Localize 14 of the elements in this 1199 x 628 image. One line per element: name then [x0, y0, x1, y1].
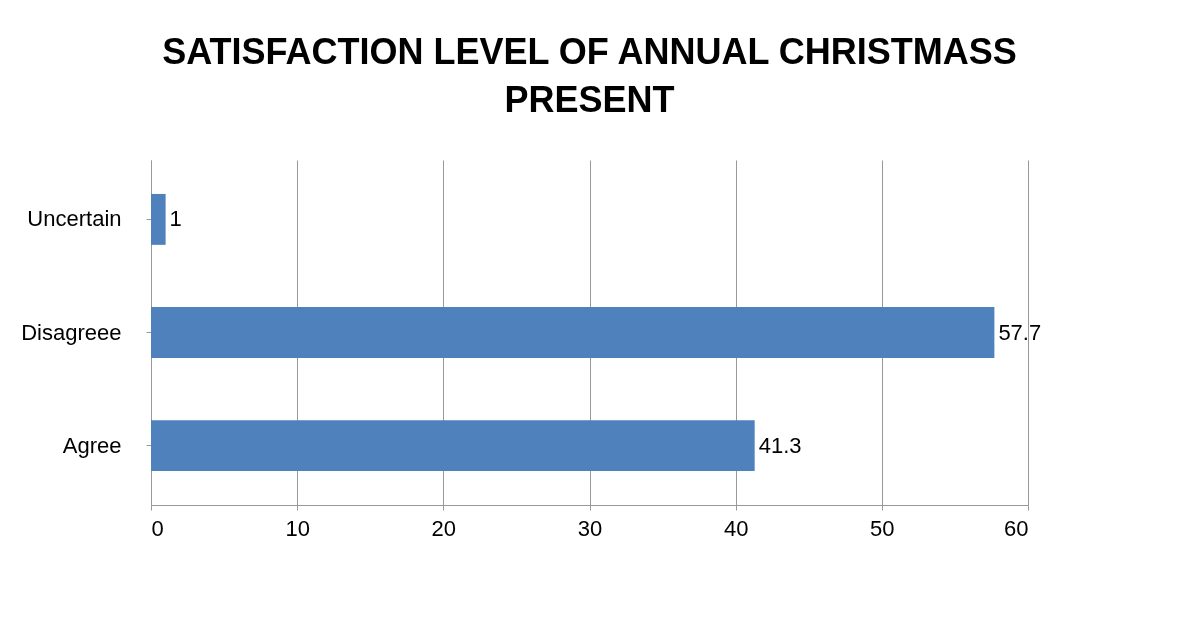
x-tick-label: 20 — [431, 515, 457, 541]
x-tick-label: 30 — [577, 515, 603, 541]
data-label: 1 — [169, 206, 182, 232]
x-tick-label: 0 — [151, 515, 164, 541]
x-tick-label: 60 — [1004, 515, 1029, 541]
x-tick-label: 50 — [870, 515, 895, 541]
x-tick-label: 40 — [723, 515, 749, 541]
y-tick-label: Disagreee — [21, 319, 122, 345]
data-label: 41.3 — [758, 432, 802, 458]
chart-title: SATISFACTION LEVEL OF ANNUAL CHRISTMASS PRESENT — [162, 31, 1017, 120]
data-label: 57.7 — [998, 319, 1042, 345]
x-tick-label: 10 — [285, 515, 310, 541]
y-tick-label: Agree — [62, 432, 122, 458]
y-tick-label: Uncertain — [27, 206, 122, 232]
